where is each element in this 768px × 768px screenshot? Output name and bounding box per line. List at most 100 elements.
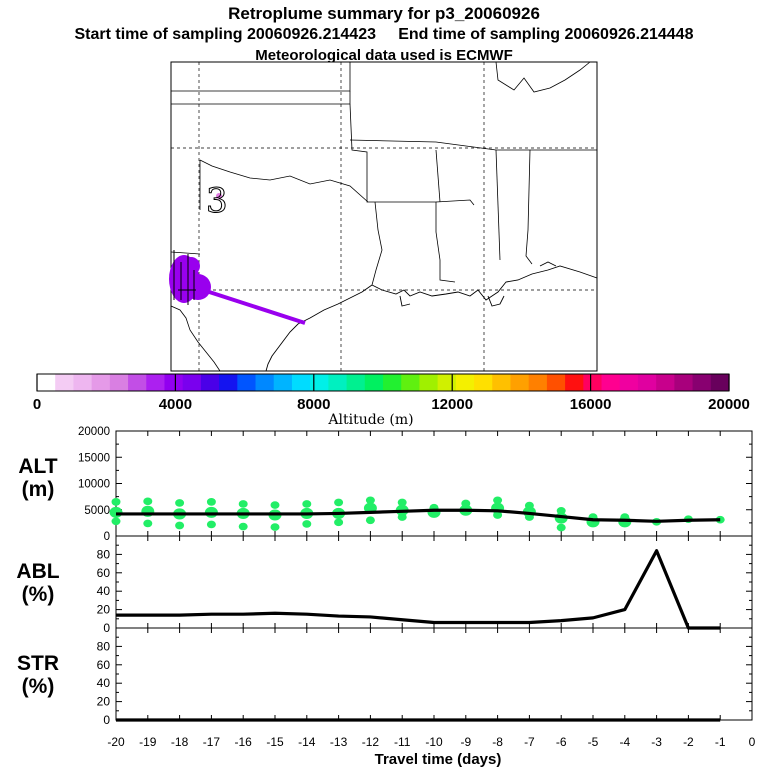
x-tick-label: 0 <box>749 735 756 749</box>
altitude-spread-point <box>427 506 441 518</box>
altitude-spread-point <box>238 500 248 508</box>
altitude-spread-point <box>556 506 566 515</box>
colorbar-swatch <box>619 374 639 391</box>
colorbar-swatch <box>656 374 675 391</box>
y-tick-label: 0 <box>104 531 110 543</box>
x-tick-label: -9 <box>460 735 471 749</box>
y-tick-label: 10000 <box>78 479 110 491</box>
state-borders <box>170 61 597 286</box>
altitude-spread-point <box>397 498 407 507</box>
sample-marker-label: 3 <box>206 181 228 221</box>
colorbar-swatch <box>637 374 657 391</box>
y-tick-label: 60 <box>97 566 111 580</box>
y-tick-label: 60 <box>97 658 111 672</box>
colorbar-tick-label: 20000 <box>708 396 750 413</box>
y-tick-label: 20 <box>97 695 111 709</box>
altitude-spread-point <box>175 521 185 530</box>
sample-location-dot <box>216 193 222 199</box>
x-tick-label: -13 <box>330 735 348 749</box>
altitude-spread-point <box>302 500 312 508</box>
abl-panel: 0 20 40 60 80 ABL (%) <box>16 535 753 635</box>
plume-origin-cluster <box>169 250 211 305</box>
colorbar-swatch <box>328 374 348 391</box>
colorbar-swatch <box>200 374 220 391</box>
y-tick-label: 20 <box>97 603 111 617</box>
panel-y-label-line: STR <box>17 652 59 675</box>
y-tick-label: 15000 <box>78 452 110 464</box>
colorbar-swatch <box>91 374 111 391</box>
colorbar-swatch <box>437 374 457 391</box>
colorbar-swatch <box>37 374 56 391</box>
altitude-spread-point <box>143 519 153 528</box>
colorbar-swatch <box>291 374 311 391</box>
x-tick-label: -4 <box>619 735 630 749</box>
colorbar-tick-label: 4000 <box>159 396 192 413</box>
altitude-spread-point <box>397 513 407 521</box>
map-gridlines <box>171 62 597 371</box>
y-tick-label: 20000 <box>78 426 110 438</box>
altitude-spread-point <box>493 496 503 505</box>
altitude-spread-point <box>270 501 280 509</box>
y-tick-label: 80 <box>97 639 111 653</box>
altitude-colorbar: 0 4000 8000 12000 16000 20000 <box>33 373 750 413</box>
colorbar-swatch <box>146 374 166 391</box>
x-tick-label: -16 <box>235 735 253 749</box>
colorbar-swatch <box>55 374 75 391</box>
colorbar-swatch <box>565 374 584 391</box>
colorbar-swatch <box>273 374 293 391</box>
series-line-alt <box>116 508 721 523</box>
colorbar-swatch <box>383 374 402 391</box>
met-data-note: Meteorological data used is ECMWF <box>255 47 513 64</box>
colorbar-swatch <box>692 374 712 391</box>
panel-y-label-line: ABL <box>16 560 59 583</box>
colorbar-swatch <box>583 374 603 391</box>
altitude-spread-point <box>365 496 375 505</box>
x-tick-label: -10 <box>425 735 443 749</box>
colorbar-swatch <box>492 374 512 391</box>
altitude-spread-point <box>111 498 121 506</box>
colorbar-swatch <box>710 374 730 391</box>
altitude-spread-point <box>111 517 121 526</box>
altitude-spread-point <box>143 497 153 506</box>
colorbar-swatch <box>455 374 475 391</box>
altitude-spread-point <box>206 520 216 529</box>
colorbar-swatch <box>401 374 421 391</box>
altitude-spread-point <box>206 498 216 506</box>
panel-y-label-line: (%) <box>22 583 55 606</box>
x-tick-label: -15 <box>266 735 284 749</box>
alt-panel: 0 5000 10000 15000 20000 ALT (m) <box>18 426 753 543</box>
x-tick-label: -11 <box>394 735 411 749</box>
altitude-spread-point <box>238 522 248 531</box>
map-frame <box>170 61 598 372</box>
y-tick-label: 40 <box>97 584 111 598</box>
x-tick-label: -18 <box>171 735 189 749</box>
colorbar-swatch <box>674 374 694 391</box>
panel-y-label: ABL (%) <box>16 560 59 606</box>
y-tick-label: 80 <box>97 547 111 561</box>
x-tick-label: -12 <box>362 735 380 749</box>
colorbar-swatch <box>164 374 184 391</box>
y-tick-label: 5000 <box>84 505 110 517</box>
altitude-spread-point <box>175 499 185 507</box>
colorbar-swatch <box>182 374 202 391</box>
series-line-abl <box>116 549 721 630</box>
colorbar-axis-label: Altitude (m) <box>327 412 413 428</box>
x-tick-label: -19 <box>139 735 157 749</box>
colorbar-swatch <box>310 374 329 391</box>
x-tick-label: -8 <box>492 735 503 749</box>
y-tick-label: 40 <box>97 676 111 690</box>
x-axis-title: Travel time (days) <box>375 751 502 768</box>
colorbar-swatch <box>255 374 275 391</box>
colorbar-tick-label: 12000 <box>431 396 473 413</box>
altitude-spread-point <box>334 518 344 527</box>
altitude-spread-point <box>334 498 344 507</box>
colorbar-tick-label: 0 <box>33 396 41 413</box>
panel-y-label: ALT (m) <box>18 455 57 501</box>
y-tick-label: 0 <box>103 621 110 635</box>
colorbar-swatch <box>419 374 439 391</box>
x-tick-label: -17 <box>203 735 221 749</box>
colorbar-swatch <box>346 374 366 391</box>
panel-y-label-line: (%) <box>22 675 55 698</box>
